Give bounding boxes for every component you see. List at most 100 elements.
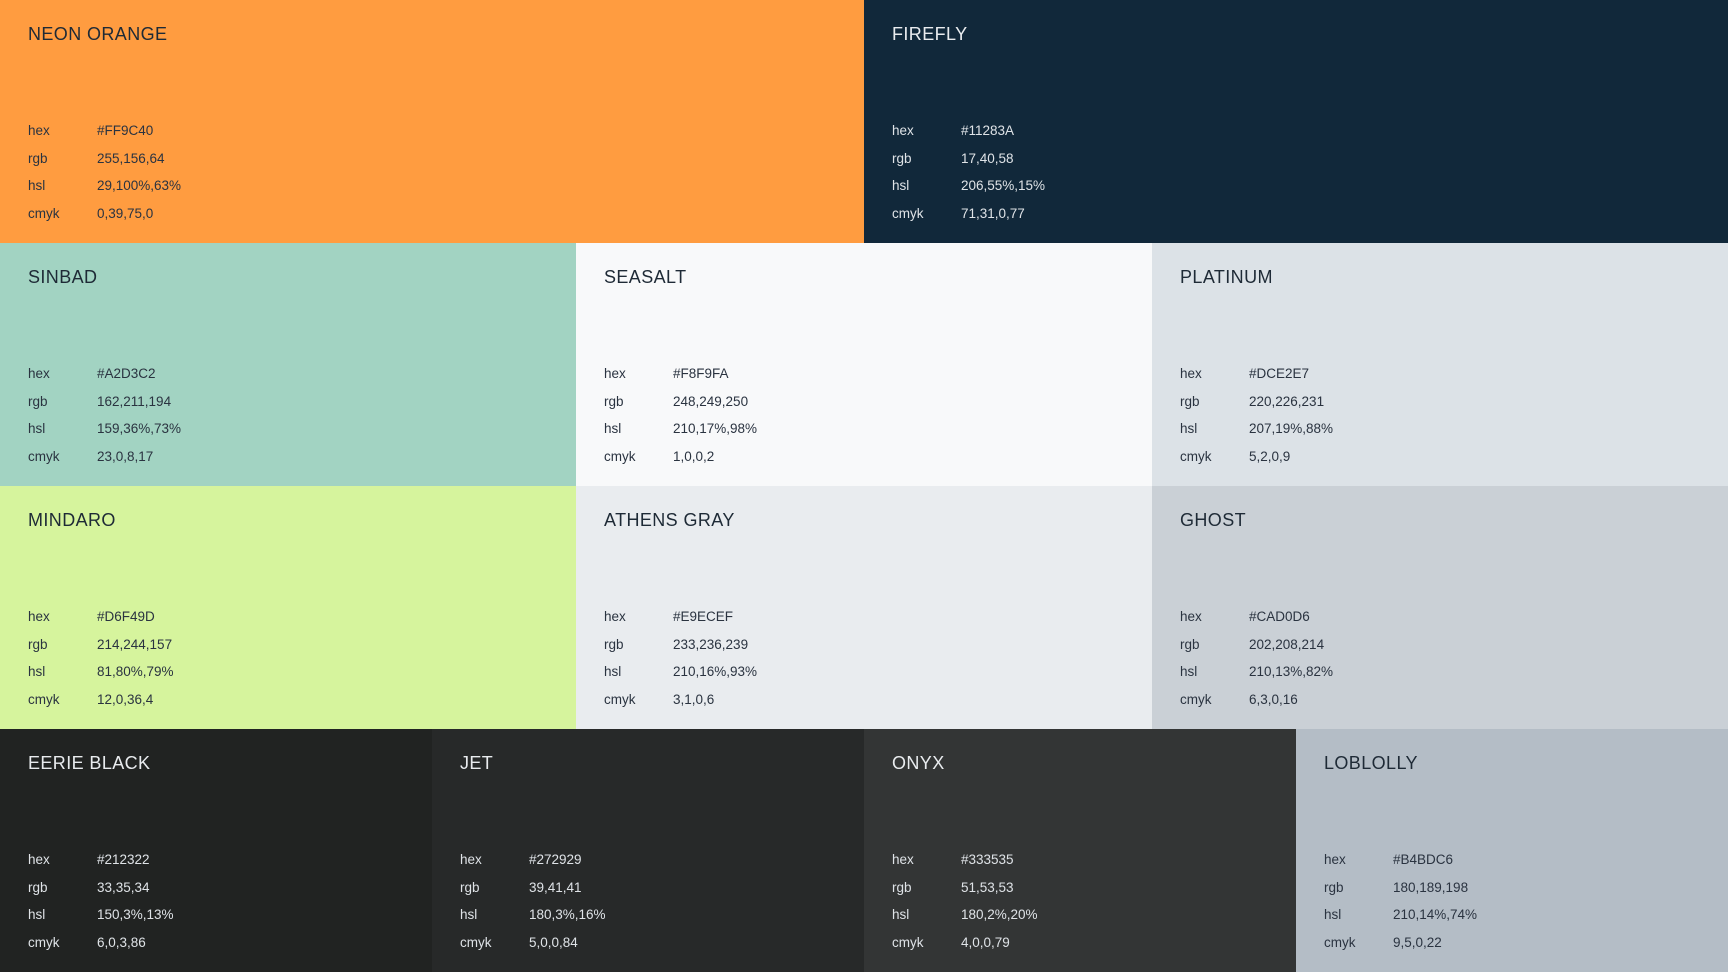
value-label-hex: hex (460, 852, 482, 868)
swatch-row: EERIE BLACK hex #212322 rgb 33,35,34 hsl 150,3… (0, 729, 1728, 972)
value-row-hex: hex #B4BDC6 (1324, 846, 1477, 874)
value-rgb: 233,236,239 (673, 636, 749, 652)
value-hex: #212322 (97, 852, 150, 868)
value-rgb: 255,156,64 (97, 150, 165, 166)
value-label-hsl: hsl (892, 178, 910, 194)
value-row-rgb: rgb 220,226,231 (1180, 388, 1333, 416)
value-row-rgb: rgb 248,249,250 (604, 388, 757, 416)
value-cmyk: 5,0,0,84 (529, 934, 578, 950)
value-hsl: 207,19%,88% (1249, 421, 1334, 437)
value-label-rgb: rgb (604, 393, 624, 409)
color-swatch-jet: JET hex #272929 rgb 39,41,41 hsl 180,3%,16% cmy… (432, 729, 864, 972)
value-hsl: 180,3%,16% (529, 907, 606, 923)
value-label-hsl: hsl (1180, 664, 1198, 680)
color-values: hex #E9ECEF rgb 233,236,239 hsl 210,16%,93% cm… (604, 603, 757, 713)
value-row-hex: hex #11283A (892, 117, 1045, 145)
value-row-hex: hex #DCE2E7 (1180, 360, 1333, 388)
color-swatch-loblolly: LOBLOLLY hex #B4BDC6 rgb 180,189,198 hsl 210,1… (1296, 729, 1728, 972)
color-values: hex #A2D3C2 rgb 162,211,194 hsl 159,36%,73% cm… (28, 360, 181, 470)
value-label-hex: hex (1180, 609, 1202, 625)
swatch-row: SINBAD hex #A2D3C2 rgb 162,211,194 hsl 159,36%… (0, 243, 1728, 486)
value-rgb: 33,35,34 (97, 879, 150, 895)
value-label-cmyk: cmyk (460, 934, 492, 950)
value-label-cmyk: cmyk (1180, 691, 1212, 707)
value-hsl: 210,13%,82% (1249, 664, 1334, 680)
value-rgb: 248,249,250 (673, 393, 749, 409)
value-label-hex: hex (28, 852, 50, 868)
value-rgb: 39,41,41 (529, 879, 582, 895)
value-rgb: 214,244,157 (97, 636, 173, 652)
value-hex: #DCE2E7 (1249, 366, 1310, 382)
value-hex: #CAD0D6 (1249, 609, 1310, 625)
color-swatch-seasalt: SEASALT hex #F8F9FA rgb 248,249,250 hsl 210,17… (576, 243, 1152, 486)
value-hsl: 210,16%,93% (673, 664, 758, 680)
value-row-cmyk: cmyk 6,0,3,86 (28, 929, 174, 957)
color-values: hex #333535 rgb 51,53,53 hsl 180,2%,20% cmyk 4,… (892, 846, 1038, 956)
color-values: hex #FF9C40 rgb 255,156,64 hsl 29,100%,63% cmy… (28, 117, 181, 227)
value-label-rgb: rgb (1324, 879, 1344, 895)
value-row-hsl: hsl 180,2%,20% (892, 901, 1038, 929)
value-hex: #272929 (529, 852, 582, 868)
value-hex: #333535 (961, 852, 1014, 868)
swatch-name: FIREFLY (892, 24, 968, 44)
swatch-name: ATHENS GRAY (604, 510, 735, 530)
value-row-cmyk: cmyk 3,1,0,6 (604, 686, 757, 714)
color-values: hex #B4BDC6 rgb 180,189,198 hsl 210,14%,74% cm… (1324, 846, 1477, 956)
value-row-rgb: rgb 180,189,198 (1324, 874, 1477, 902)
color-values: hex #212322 rgb 33,35,34 hsl 150,3%,13% cmyk 6,… (28, 846, 174, 956)
swatch-name: PLATINUM (1180, 267, 1273, 287)
swatch-name: LOBLOLLY (1324, 753, 1418, 773)
value-row-rgb: rgb 17,40,58 (892, 145, 1045, 173)
value-label-cmyk: cmyk (604, 448, 636, 464)
value-row-hsl: hsl 29,100%,63% (28, 172, 181, 200)
value-row-hsl: hsl 150,3%,13% (28, 901, 174, 929)
value-rgb: 202,208,214 (1249, 636, 1325, 652)
value-cmyk: 5,2,0,9 (1249, 448, 1291, 464)
value-row-rgb: rgb 39,41,41 (460, 874, 606, 902)
value-hsl: 81,80%,79% (97, 664, 174, 680)
value-cmyk: 71,31,0,77 (961, 205, 1025, 221)
value-row-hex: hex #E9ECEF (604, 603, 757, 631)
value-label-rgb: rgb (28, 636, 48, 652)
value-hex: #11283A (961, 123, 1015, 139)
value-label-cmyk: cmyk (1180, 448, 1212, 464)
color-swatch-mindaro: MINDARO hex #D6F49D rgb 214,244,157 hsl 81,80%… (0, 486, 576, 729)
value-hsl: 180,2%,20% (961, 907, 1038, 923)
value-row-cmyk: cmyk 12,0,36,4 (28, 686, 174, 714)
swatch-name: NEON ORANGE (28, 24, 168, 44)
value-label-rgb: rgb (28, 879, 48, 895)
value-row-cmyk: cmyk 6,3,0,16 (1180, 686, 1333, 714)
swatch-name: JET (460, 753, 494, 773)
value-label-cmyk: cmyk (604, 691, 636, 707)
value-rgb: 180,189,198 (1393, 879, 1469, 895)
value-label-cmyk: cmyk (1324, 934, 1356, 950)
value-cmyk: 9,5,0,22 (1393, 934, 1442, 950)
value-row-hsl: hsl 210,16%,93% (604, 658, 757, 686)
value-cmyk: 6,0,3,86 (97, 934, 146, 950)
value-label-hex: hex (28, 123, 50, 139)
value-row-rgb: rgb 202,208,214 (1180, 631, 1333, 659)
value-label-rgb: rgb (1180, 393, 1200, 409)
value-row-hex: hex #D6F49D (28, 603, 174, 631)
value-label-hsl: hsl (460, 907, 478, 923)
value-row-cmyk: cmyk 1,0,0,2 (604, 443, 757, 471)
value-row-hsl: hsl 180,3%,16% (460, 901, 606, 929)
value-row-hsl: hsl 159,36%,73% (28, 415, 181, 443)
value-row-rgb: rgb 33,35,34 (28, 874, 174, 902)
value-row-hsl: hsl 210,13%,82% (1180, 658, 1333, 686)
value-label-hsl: hsl (1180, 421, 1198, 437)
value-label-cmyk: cmyk (28, 934, 60, 950)
value-cmyk: 23,0,8,17 (97, 448, 154, 464)
value-label-hsl: hsl (604, 664, 622, 680)
value-label-rgb: rgb (28, 150, 48, 166)
swatch-name: SEASALT (604, 267, 687, 287)
value-row-hsl: hsl 210,17%,98% (604, 415, 757, 443)
value-cmyk: 1,0,0,2 (673, 448, 715, 464)
value-hex: #B4BDC6 (1393, 852, 1454, 868)
swatch-name: MINDARO (28, 510, 116, 530)
value-hsl: 159,36%,73% (97, 421, 182, 437)
color-swatch-athens-gray: ATHENS GRAY hex #E9ECEF rgb 233,236,239 hsl 21… (576, 486, 1152, 729)
swatch-row: NEON ORANGE hex #FF9C40 rgb 255,156,64 hsl 29,… (0, 0, 1728, 243)
value-label-hex: hex (604, 366, 626, 382)
